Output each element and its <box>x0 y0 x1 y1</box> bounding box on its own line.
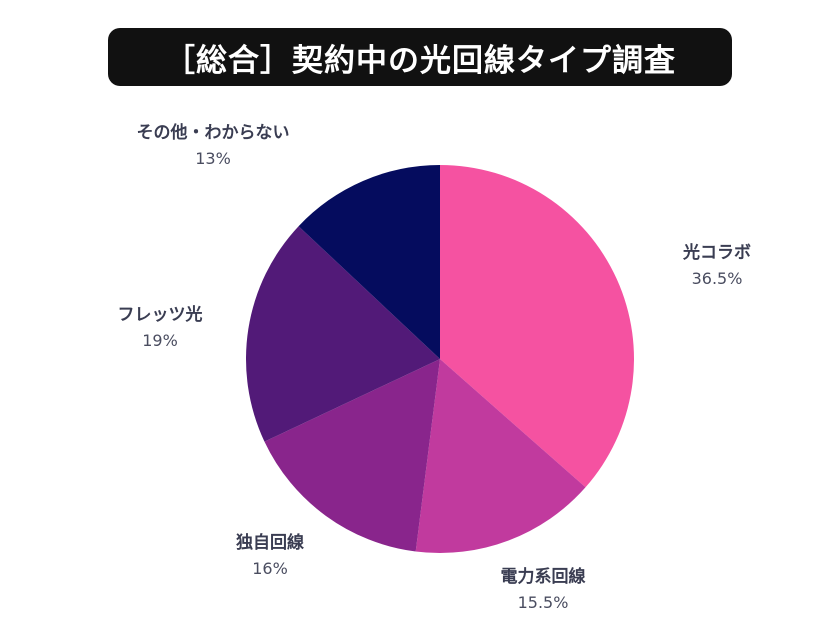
slice-flets <box>246 226 440 442</box>
slice-label-other: その他・わからない 13% <box>137 118 290 168</box>
slice-hikari-collabo <box>440 165 634 488</box>
slice-category-label: 光コラボ <box>683 243 751 263</box>
slice-label-hikari-collabo: 光コラボ 36.5% <box>683 238 751 288</box>
slice-value-label: 15.5% <box>517 593 569 612</box>
slice-value-label: 16% <box>252 559 288 578</box>
slice-value-label: 13% <box>195 149 231 168</box>
slice-category-label: 電力系回線 <box>500 567 586 587</box>
slice-label-flets: フレッツ光 19% <box>118 300 203 350</box>
slice-denryoku <box>415 359 586 553</box>
slice-label-denryoku: 電力系回線 15.5% <box>501 562 586 612</box>
chart-title-bar: ［総合］契約中の光回線タイプ調査 <box>108 28 732 86</box>
slice-dokuji <box>264 359 440 552</box>
slice-label-dokuji: 独自回線 16% <box>236 528 304 578</box>
slice-value-label: 36.5% <box>691 269 743 288</box>
slice-value-label: 19% <box>142 331 178 350</box>
slice-category-label: その他・わからない <box>136 123 290 143</box>
slice-category-label: フレッツ光 <box>117 305 203 325</box>
slice-other <box>298 165 440 359</box>
slice-category-label: 独自回線 <box>236 533 304 553</box>
chart-title: ［総合］契約中の光回線タイプ調査 <box>164 42 676 79</box>
